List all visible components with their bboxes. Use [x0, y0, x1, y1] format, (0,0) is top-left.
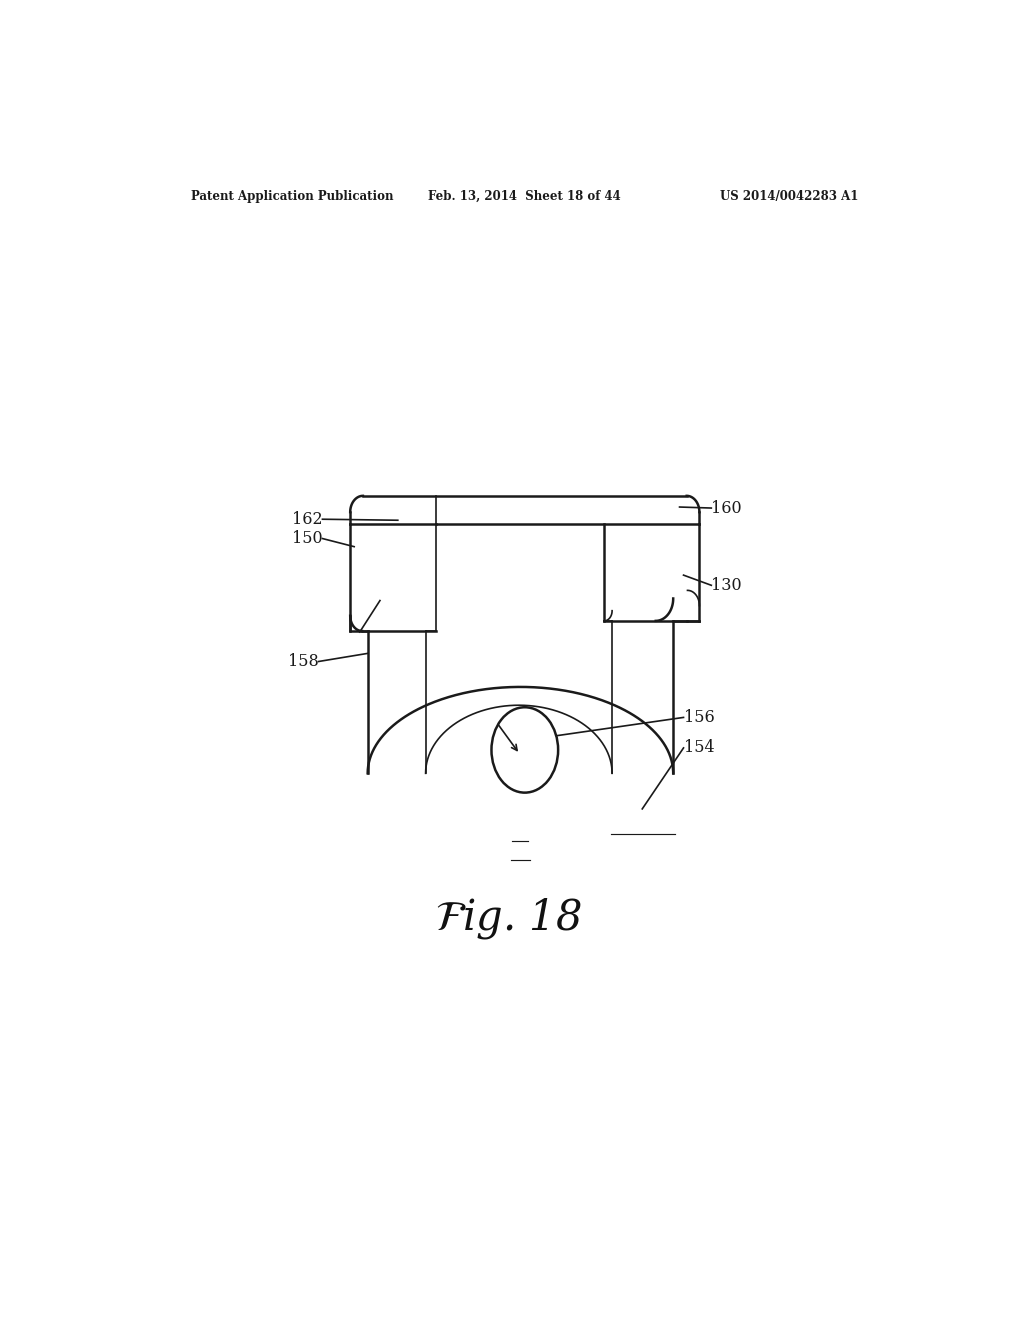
- Text: 158: 158: [288, 653, 318, 671]
- Text: 160: 160: [712, 499, 742, 516]
- Text: 156: 156: [684, 709, 715, 726]
- Text: 130: 130: [712, 577, 742, 594]
- Text: 150: 150: [292, 531, 323, 546]
- Text: 154: 154: [684, 739, 714, 756]
- Text: Feb. 13, 2014  Sheet 18 of 44: Feb. 13, 2014 Sheet 18 of 44: [428, 190, 622, 202]
- Text: 162: 162: [292, 511, 323, 528]
- Text: $\mathcal{F}$ig. 18: $\mathcal{F}$ig. 18: [435, 896, 583, 941]
- Text: Patent Application Publication: Patent Application Publication: [191, 190, 394, 202]
- Text: US 2014/0042283 A1: US 2014/0042283 A1: [720, 190, 858, 202]
